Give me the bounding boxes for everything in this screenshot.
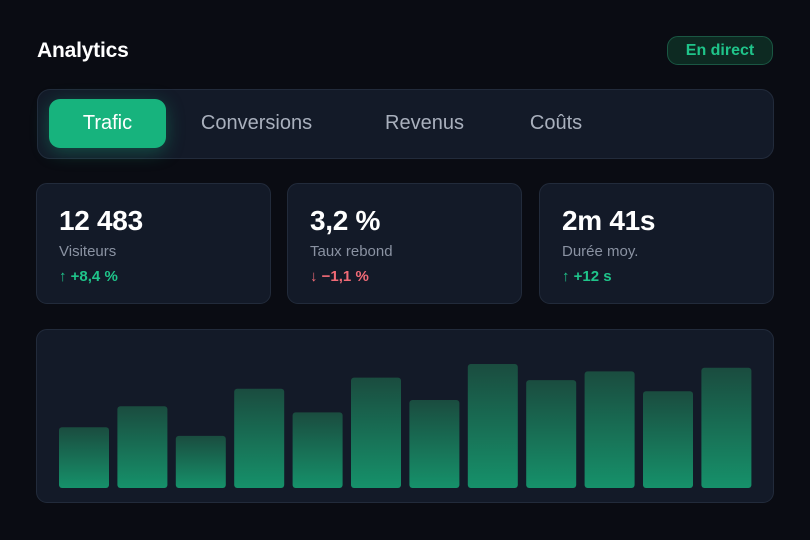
chart-bar-11 (643, 391, 693, 488)
tab-couts[interactable]: Coûts (529, 112, 583, 134)
traffic-chart-panel (36, 329, 774, 503)
page-title: Analytics (37, 39, 129, 62)
chart-bar-2 (117, 406, 168, 488)
chart-bar-10 (584, 371, 635, 488)
traffic-bar-chart (59, 364, 752, 488)
tab-trafic[interactable]: Trafic (49, 99, 166, 148)
tab-bar: Trafic Conversions Revenus Coûts (37, 89, 774, 159)
chart-bar-3 (175, 435, 226, 488)
metric-label: Durée moy. (562, 243, 639, 260)
live-status-badge: En direct (667, 36, 773, 65)
tab-conversions[interactable]: Conversions (200, 112, 313, 134)
tab-revenus[interactable]: Revenus (385, 112, 464, 134)
chart-bar-4 (234, 388, 285, 488)
chart-bar-7 (409, 400, 460, 488)
metric-card-bounce-rate: 3,2 % Taux rebond ↓ −1,1 % (287, 183, 522, 304)
header: Analytics En direct (37, 36, 773, 66)
metric-delta: ↑ +12 s (562, 268, 612, 285)
chart-bar-9 (526, 380, 577, 488)
metric-value: 2m 41s (562, 205, 656, 236)
metric-value: 3,2 % (310, 205, 381, 236)
metric-delta: ↑ +8,4 % (59, 268, 118, 285)
chart-bar-12 (701, 367, 752, 488)
metric-label: Taux rebond (310, 243, 393, 260)
chart-bar-1 (59, 427, 109, 488)
metric-value: 12 483 (59, 205, 143, 236)
chart-bar-6 (351, 377, 401, 488)
metric-delta: ↓ −1,1 % (310, 268, 369, 285)
metric-label: Visiteurs (59, 243, 117, 260)
metric-card-avg-duration: 2m 41s Durée moy. ↑ +12 s (539, 183, 774, 304)
metric-card-visitors: 12 483 Visiteurs ↑ +8,4 % (36, 183, 271, 304)
chart-bar-8 (467, 364, 518, 488)
chart-bar-5 (292, 412, 343, 488)
